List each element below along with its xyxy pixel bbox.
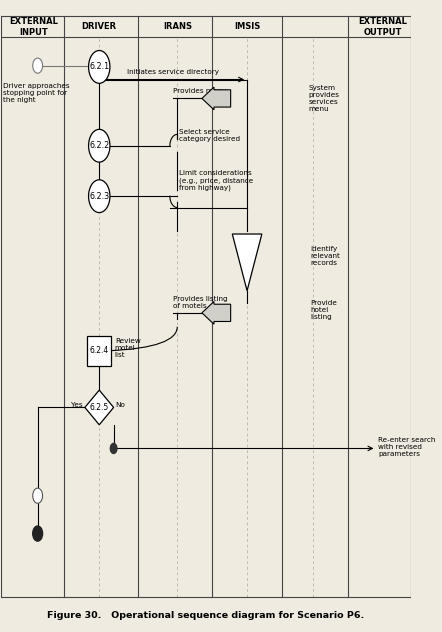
Text: Initiates service directory: Initiates service directory	[127, 69, 219, 75]
Text: IMSIS: IMSIS	[234, 22, 260, 32]
Text: Provides listing
of motels: Provides listing of motels	[173, 296, 228, 309]
Text: Figure 30.   Operational sequence diagram for Scenario P6.: Figure 30. Operational sequence diagram …	[47, 611, 365, 620]
Text: Driver approaches
stopping point for
the night: Driver approaches stopping point for the…	[3, 83, 69, 102]
Text: Review
motel
list: Review motel list	[115, 338, 141, 358]
Polygon shape	[202, 301, 231, 324]
Text: DRIVER: DRIVER	[82, 22, 117, 32]
Circle shape	[88, 130, 110, 162]
Text: Yes: Yes	[71, 402, 83, 408]
Text: Provides menu: Provides menu	[173, 88, 227, 94]
Text: Provide
hotel
listing: Provide hotel listing	[311, 300, 338, 320]
Circle shape	[88, 179, 110, 212]
Text: EXTERNAL
OUTPUT: EXTERNAL OUTPUT	[358, 17, 407, 37]
Circle shape	[33, 488, 42, 503]
Text: Identify
relevant
records: Identify relevant records	[311, 246, 341, 266]
Text: Select service
category desired: Select service category desired	[179, 129, 240, 142]
Text: Re-enter search
with revised
parameters: Re-enter search with revised parameters	[378, 437, 436, 456]
Text: EXTERNAL
INPUT: EXTERNAL INPUT	[9, 17, 58, 37]
Polygon shape	[85, 390, 114, 425]
Text: 6.2.4: 6.2.4	[90, 346, 109, 355]
Text: No: No	[116, 402, 126, 408]
Polygon shape	[232, 234, 262, 291]
Polygon shape	[202, 87, 231, 110]
Text: System
provides
services
menu: System provides services menu	[309, 85, 339, 112]
Circle shape	[33, 58, 42, 73]
Circle shape	[33, 526, 42, 541]
Bar	[88, 336, 111, 366]
Circle shape	[110, 444, 117, 454]
Circle shape	[88, 51, 110, 83]
Text: 6.2.1: 6.2.1	[89, 63, 109, 71]
Text: IRANS: IRANS	[163, 22, 192, 32]
Text: 6.2.5: 6.2.5	[90, 403, 109, 412]
Text: Limit considerations
(e.g., price, distance
from highway): Limit considerations (e.g., price, dista…	[179, 170, 254, 191]
Text: 6.2.2: 6.2.2	[89, 141, 109, 150]
Text: 6.2.3: 6.2.3	[89, 191, 109, 201]
